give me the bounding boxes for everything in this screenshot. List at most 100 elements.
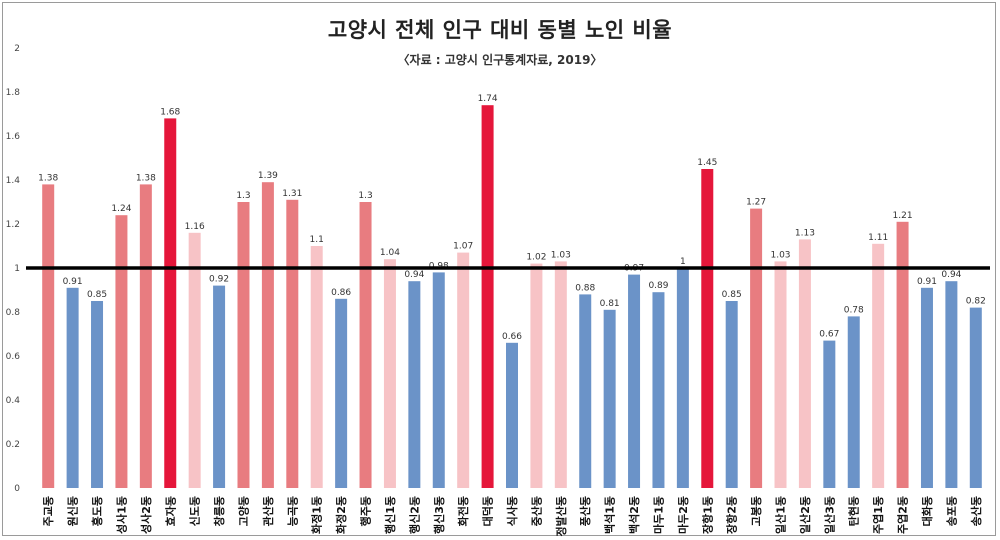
x-tick-label: 고봉동: [750, 496, 763, 526]
bar: [798, 239, 811, 488]
bar: [188, 232, 201, 488]
x-tick-label: 일산1동: [774, 496, 788, 534]
x-tick-label: 화정2동: [334, 496, 348, 534]
bar: [432, 272, 445, 488]
value-label: 0.91: [917, 277, 937, 287]
y-tick-label: 1: [14, 264, 20, 274]
x-tick-label: 백석2동: [627, 496, 641, 534]
x-tick-label: 원신동: [66, 496, 80, 526]
value-label: 1.04: [380, 248, 400, 258]
value-label: 0.67: [819, 330, 839, 340]
x-tick-label: 성사2동: [139, 496, 153, 534]
x-tick-label: 마두1동: [651, 496, 665, 534]
x-tick-label: 마두2동: [676, 496, 690, 534]
value-label: 0.82: [966, 297, 986, 307]
bar: [676, 268, 689, 488]
bar: [91, 301, 104, 488]
bar: [579, 294, 592, 488]
value-label: 1: [680, 257, 686, 267]
bar: [481, 105, 494, 488]
x-tick-label: 고양동: [236, 496, 250, 526]
value-label: 1.39: [258, 171, 278, 181]
x-tick-label: 흥도동: [90, 496, 104, 526]
x-tick-label: 행신2동: [407, 496, 421, 534]
chart-subtitle: 〈자료 : 고양시 인구통계자료, 2019〉: [397, 53, 603, 67]
bar: [213, 285, 226, 488]
value-label: 1.3: [236, 191, 250, 201]
value-label: 0.88: [575, 283, 595, 293]
y-tick-label: 1.2: [6, 220, 20, 230]
x-tick-label: 일산3동: [822, 496, 836, 534]
x-tick-label: 창릉동: [212, 496, 226, 526]
y-tick-label: 0.8: [6, 308, 21, 318]
y-tick-label: 0.4: [6, 396, 21, 406]
x-tick-label: 능곡동: [286, 496, 299, 526]
value-label: 1.1: [310, 235, 324, 245]
x-tick-label: 성사1동: [114, 496, 128, 534]
bar: [628, 274, 641, 488]
bar: [847, 316, 860, 488]
x-tick-label: 일산2동: [798, 496, 812, 534]
x-tick-label: 행신1동: [383, 496, 397, 534]
value-label: 1.24: [111, 204, 131, 214]
x-tick-label: 주엽1동: [871, 496, 885, 534]
value-label: 0.91: [63, 277, 83, 287]
x-tick-label: 탄현동: [847, 496, 861, 526]
value-labels: 1.38 0.91 0.85 1.24 1.38 1.68 1.16 0.92 1.3 1.39 1…: [38, 94, 986, 342]
value-label: 1.16: [185, 222, 205, 232]
value-label: 0.92: [209, 275, 229, 285]
y-tick-label: 1.8: [6, 88, 21, 98]
x-tick-label: 장항1동: [700, 496, 714, 534]
value-label: 0.78: [844, 305, 864, 315]
value-label: 1.74: [478, 94, 498, 104]
value-label: 0.66: [502, 332, 522, 342]
bar: [506, 342, 518, 488]
bar: [652, 292, 665, 488]
bar: [701, 169, 714, 488]
x-tick-label: 화전동: [456, 496, 470, 526]
y-tick-label: 2: [14, 44, 20, 54]
value-label: 1.02: [526, 253, 546, 263]
bar: [66, 287, 79, 488]
bar: [42, 184, 55, 488]
value-label: 1.68: [160, 107, 180, 117]
bar: [750, 208, 763, 488]
value-label: 1.27: [746, 198, 766, 208]
value-label: 1.3: [358, 191, 372, 201]
x-tick-label: 백석1동: [603, 496, 617, 534]
bar: [408, 281, 421, 488]
bar: [554, 261, 567, 488]
value-label: 1.11: [868, 233, 888, 243]
bar: [774, 261, 787, 488]
x-tick-label: 식사동: [505, 496, 519, 526]
x-tick-label: 주엽2동: [896, 496, 910, 534]
x-tick-label: 정발산동: [554, 496, 568, 536]
bar: [969, 307, 982, 488]
value-label: 1.03: [551, 250, 571, 260]
bar: [920, 287, 933, 488]
x-tick-label: 중산동: [529, 496, 543, 526]
bar: [139, 184, 152, 488]
bar: [457, 252, 470, 488]
chart-title: 고양시 전체 인구 대비 동별 노인 비율: [327, 18, 673, 42]
x-tick-label: 대덕동: [481, 496, 495, 526]
bar: [237, 202, 250, 488]
bar: [383, 259, 396, 488]
x-tick-label: 행신3동: [432, 496, 446, 534]
x-tick-label: 신도동: [188, 496, 202, 526]
value-label: 0.81: [600, 299, 620, 309]
bar: [896, 221, 909, 489]
x-tick-label: 대화동: [920, 496, 934, 526]
value-label: 0.86: [331, 288, 351, 298]
x-tick-label: 행주동: [359, 496, 373, 526]
y-tick-label: 0.6: [6, 352, 21, 362]
value-label: 1.31: [282, 189, 302, 199]
bar: [603, 309, 616, 488]
value-label: 0.94: [941, 270, 961, 280]
bar: [115, 215, 128, 488]
value-label: 1.13: [795, 228, 815, 238]
x-tick-label: 효자동: [163, 496, 177, 526]
value-label: 1.03: [770, 250, 790, 260]
bar: [335, 298, 348, 488]
